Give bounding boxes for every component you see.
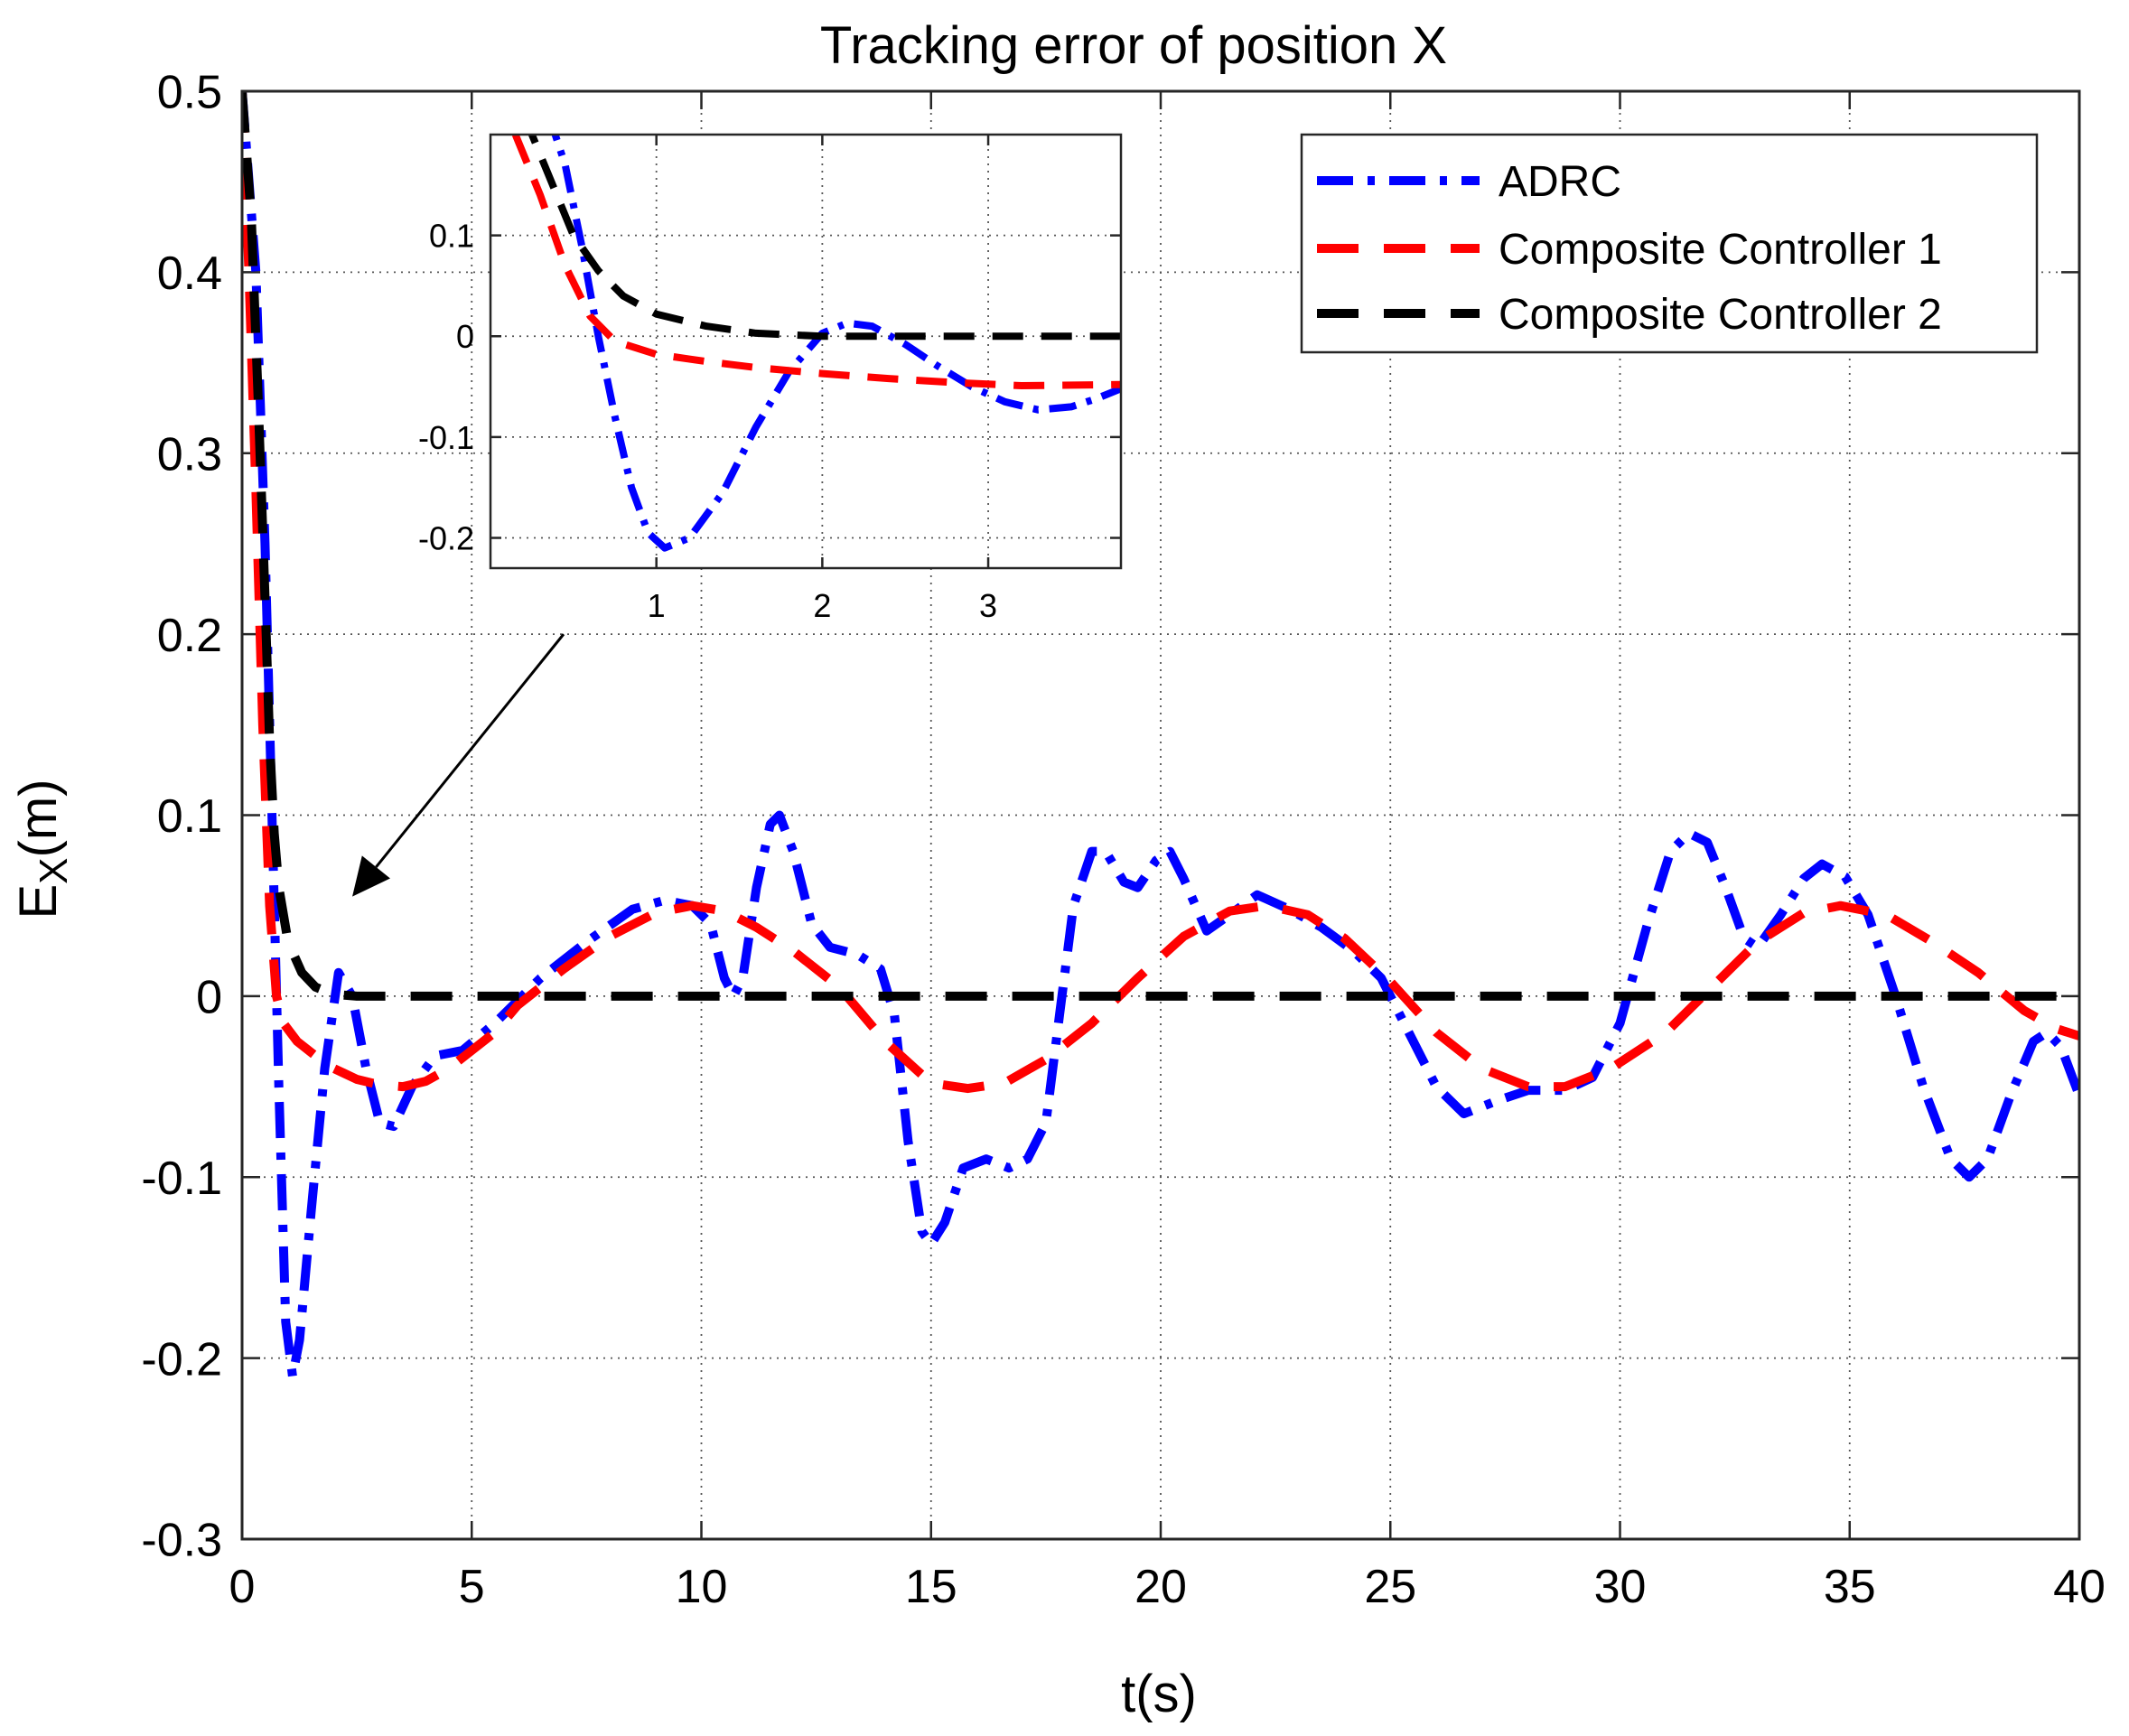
main-y-tick-label: 0.1: [157, 790, 222, 843]
main-x-tick-label: 40: [2053, 1561, 2106, 1613]
legend-label-composite-1: Composite Controller 1: [1499, 226, 1942, 274]
main-series: [242, 91, 2079, 1381]
inset-ticks: 1 2 3 -0.2 -0.1 0 0.1: [418, 135, 1121, 624]
main-x-tick-label: 0: [229, 1561, 256, 1613]
main-x-tick-label: 25: [1364, 1561, 1416, 1613]
main-y-tick-label: -0.3: [141, 1515, 222, 1567]
main-x-tick-label: 5: [459, 1561, 485, 1613]
main-y-tick-label: 0.4: [157, 247, 222, 300]
inset-series-composite-controller-2: [528, 135, 1121, 341]
annotation-arrow-shaft: [375, 633, 565, 868]
inset-series: [511, 135, 1121, 552]
main-y-tick-label: -0.1: [141, 1153, 222, 1205]
main-x-tick-label: 15: [905, 1561, 957, 1613]
legend-label-composite-2: Composite Controller 2: [1499, 291, 1942, 339]
inset-background: [490, 135, 1121, 568]
main-series-composite-controller-2: [242, 91, 2079, 1001]
inset-x-tick-label: 3: [979, 587, 997, 624]
main-x-tick-label: 10: [676, 1561, 728, 1613]
inset-x-tick-label: 1: [648, 587, 666, 624]
legend: ADRC Composite Controller 1 Composite Co…: [1300, 133, 2039, 354]
y-axis-label-main: E: [9, 884, 68, 919]
x-axis-label: t(s): [1121, 1665, 1197, 1723]
main-y-tick-label: 0.2: [157, 610, 222, 662]
inset-y-tick-label: 0.1: [429, 218, 474, 255]
annotation-arrow-head: [352, 855, 390, 897]
main-y-tick-label: 0.3: [157, 428, 222, 481]
annotation-layer: [352, 633, 565, 897]
inset-plot-frame: [489, 133, 1123, 570]
main-y-tick-label: 0.5: [157, 67, 222, 119]
main-y-tick-label: 0: [196, 972, 222, 1024]
main-x-tick-label: 35: [1824, 1561, 1876, 1613]
y-axis-label-sub: X: [32, 857, 76, 883]
inset-x-tick-label: 2: [813, 587, 831, 624]
main-plot-frame: [240, 89, 2081, 1541]
main-x-tick-label: 20: [1135, 1561, 1187, 1613]
main-y-tick-label: -0.2: [141, 1333, 222, 1386]
main-ticks: 0 5 10 15 20 25 30 35 40-0.3-0.2-0.100.10.20.30.…: [141, 67, 2106, 1613]
inset-y-tick-label: -0.2: [418, 519, 474, 556]
inset-y-tick-label: 0: [456, 318, 474, 355]
inset-y-tick-label: -0.1: [418, 419, 474, 456]
y-axis-label-unit: (m): [9, 779, 68, 858]
main-x-tick-label: 30: [1594, 1561, 1647, 1613]
legend-label-adrc: ADRC: [1499, 158, 1621, 206]
chart-title: Tracking error of position X: [820, 16, 1447, 75]
y-axis-label: EX(m): [9, 779, 76, 919]
